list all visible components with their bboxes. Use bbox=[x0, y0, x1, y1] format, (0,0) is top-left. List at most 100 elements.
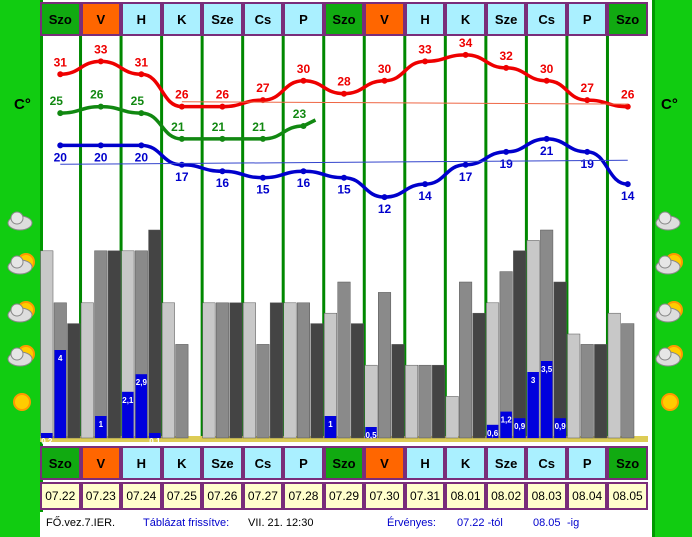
min-temp-point bbox=[341, 174, 347, 181]
min-temp-label: 17 bbox=[459, 170, 473, 184]
max-temp-point bbox=[422, 58, 429, 65]
max-temp-line bbox=[60, 53, 628, 109]
date-cell: 07.29 bbox=[323, 482, 365, 510]
day-cell: V bbox=[364, 446, 405, 480]
baseline-strip bbox=[40, 436, 648, 442]
max-temp-label: 32 bbox=[499, 49, 513, 63]
right-side-panel: C° bbox=[652, 0, 692, 537]
day-cell: Szo bbox=[323, 446, 365, 480]
min-temp-point bbox=[300, 168, 307, 175]
min-temp-point bbox=[462, 161, 469, 168]
day-cell: H bbox=[404, 2, 446, 36]
cloud-bar bbox=[175, 344, 189, 439]
cloud-bar bbox=[553, 281, 567, 439]
max-temp-point bbox=[341, 90, 347, 97]
precip-bar bbox=[554, 418, 566, 438]
cloud-bar bbox=[432, 364, 446, 439]
max-temp-point bbox=[462, 51, 469, 58]
mid-temp-point bbox=[300, 123, 307, 129]
date-row: 07.22 07.23 07.24 07.25 07.26 07.27 07.28 07.29… bbox=[40, 482, 648, 510]
min-temp-point bbox=[57, 142, 64, 149]
precip-label: 0,5 bbox=[365, 431, 377, 440]
day-cell: Sze bbox=[202, 446, 243, 480]
max-temp-point bbox=[57, 71, 64, 78]
mid-temp-label: 25 bbox=[131, 94, 145, 108]
date-cell: 07.31 bbox=[404, 482, 446, 510]
mid-temp-point bbox=[57, 110, 64, 117]
min-temp-point bbox=[178, 161, 185, 168]
cloud-bar bbox=[378, 292, 392, 439]
valid-to-suffix: -ig bbox=[567, 517, 580, 529]
min-temp-point bbox=[422, 181, 429, 188]
cloud-bar bbox=[513, 250, 527, 439]
cloud-bar bbox=[405, 364, 419, 439]
precip-bar bbox=[486, 424, 499, 438]
cloud-bar bbox=[121, 250, 135, 439]
day-cell: Szo bbox=[40, 2, 81, 36]
max-temp-point bbox=[300, 77, 307, 84]
min-temp-line bbox=[60, 137, 628, 199]
cloud-bar bbox=[472, 312, 486, 439]
mid-temp-label: 21 bbox=[252, 120, 266, 134]
date-cell: 08.04 bbox=[566, 482, 608, 510]
cloud-bar bbox=[161, 302, 175, 439]
max-temp-point bbox=[219, 103, 226, 110]
day-cell: V bbox=[364, 2, 405, 36]
min-temp-label: 20 bbox=[94, 150, 108, 164]
max-temp-label: 26 bbox=[621, 88, 635, 102]
date-cell: 08.01 bbox=[445, 482, 486, 510]
day-cell: Szo bbox=[40, 446, 81, 480]
cloud-bar bbox=[67, 323, 81, 439]
precip-bar bbox=[122, 391, 134, 438]
max-temp-label: 34 bbox=[459, 36, 473, 50]
cloud-bar bbox=[202, 302, 216, 439]
precip-label: 4 bbox=[58, 354, 63, 363]
day-row-bottom: Szo V H K Sze Cs P Szo V H K Sze Cs P Szo bbox=[40, 446, 648, 480]
min-temp-point bbox=[381, 194, 388, 201]
cloud-bar bbox=[310, 323, 324, 439]
date-cell: 07.24 bbox=[121, 482, 162, 510]
cloud-bar bbox=[283, 302, 297, 439]
cloud-bar bbox=[269, 302, 283, 439]
day-cell: Szo bbox=[323, 2, 365, 36]
cloud-bar bbox=[459, 281, 473, 439]
day-cell: Cs bbox=[526, 2, 567, 36]
cloud-bar bbox=[486, 302, 500, 439]
cloud-bar bbox=[242, 302, 256, 439]
max-temp-label: 33 bbox=[418, 42, 432, 56]
mid-temp-line bbox=[60, 104, 317, 141]
date-cell: 07.30 bbox=[364, 482, 405, 510]
max-temp-label: 30 bbox=[378, 62, 392, 76]
date-cell: 08.05 bbox=[607, 482, 648, 510]
day-cell: P bbox=[283, 446, 324, 480]
mid-temp-point bbox=[259, 135, 266, 142]
precip-bar bbox=[540, 361, 553, 438]
max-temp-label: 31 bbox=[54, 55, 68, 69]
day-cell: Szo bbox=[607, 2, 648, 36]
cloud-bar bbox=[567, 333, 581, 439]
day-cell: H bbox=[121, 446, 162, 480]
precip-label: 2,1 bbox=[122, 396, 134, 405]
date-cell: 08.03 bbox=[526, 482, 567, 510]
precip-bar bbox=[500, 411, 512, 438]
precip-label: 0,9 bbox=[514, 422, 526, 431]
max-temp-label: 26 bbox=[175, 88, 189, 102]
model-name: FŐ.vez.7.IER. bbox=[46, 517, 116, 529]
precip-bar bbox=[324, 416, 337, 438]
precip-label: 3 bbox=[531, 376, 536, 385]
refresh-label: Táblázat frissítve: bbox=[143, 517, 230, 529]
left-side-panel: C° bbox=[0, 0, 43, 537]
max-temp-point bbox=[178, 103, 185, 110]
max-temp-label: 28 bbox=[337, 75, 351, 89]
precip-bar bbox=[513, 418, 526, 438]
max-temp-point bbox=[543, 77, 550, 84]
mid-temp-point bbox=[178, 135, 185, 142]
max-temp-label: 33 bbox=[94, 42, 108, 56]
min-temp-label: 19 bbox=[499, 157, 513, 171]
cloud-bar bbox=[296, 302, 310, 439]
min-temp-label: 16 bbox=[216, 176, 230, 190]
cloud-bar bbox=[337, 281, 351, 439]
min-temp-point bbox=[259, 174, 266, 181]
cloud-bar bbox=[107, 250, 121, 439]
day-cell: Cs bbox=[242, 2, 284, 36]
